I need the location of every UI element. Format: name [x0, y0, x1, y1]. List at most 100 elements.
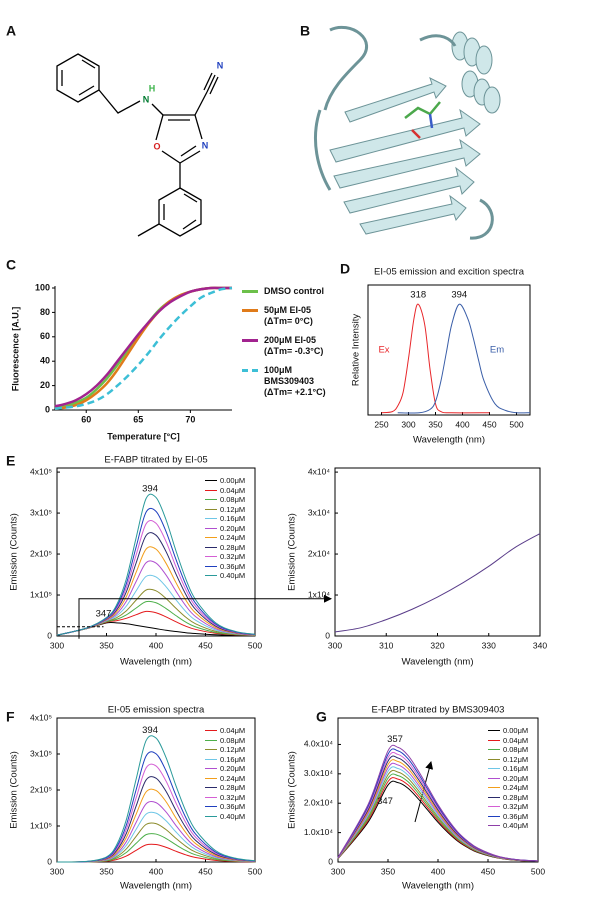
legend-item: 0.40μM — [205, 571, 245, 581]
legend-label: 0.24μM — [220, 773, 246, 783]
panel-letter: F — [6, 709, 15, 725]
legend-label: 0.36μM — [503, 811, 529, 821]
data-line — [56, 776, 256, 863]
legend-label: 0.24μM — [503, 783, 529, 792]
chart-title: EI-05 emission and excition spectra — [374, 267, 525, 278]
data-line — [56, 546, 256, 636]
legend-swatch — [205, 518, 217, 519]
chemical-structure — [56, 53, 219, 237]
data-line — [54, 286, 232, 408]
legend: 0.00μM 0.04μM 0.08μM 0.12μM 0.16μM 0.20μM 0.24… — [205, 476, 245, 581]
x-axis-label: Temperature [°C] — [107, 431, 179, 441]
protein-ribbon — [313, 25, 501, 240]
data-line — [56, 493, 256, 636]
legend-swatch — [488, 796, 500, 798]
legend-label: 0.36μM — [220, 802, 246, 811]
legend-swatch — [488, 749, 500, 750]
legend-swatch — [205, 739, 217, 741]
y-tick-label: 0 — [325, 630, 330, 640]
legend-swatch — [205, 499, 217, 500]
ligand — [404, 101, 441, 139]
legend-label: 0.08μM — [220, 735, 246, 745]
legend-label: 0.36μM — [220, 561, 246, 571]
legend-swatch — [488, 730, 500, 731]
x-tick-label: 350 — [99, 640, 113, 650]
legend-item: 0.20μM — [205, 764, 245, 774]
y-axis-label: Emission (Counts) — [287, 513, 298, 591]
legend-swatch — [205, 508, 217, 510]
atom-label: N — [217, 60, 224, 70]
legend-swatch — [205, 777, 217, 779]
y-tick-label: 0 — [47, 630, 52, 640]
panel-letter: G — [316, 709, 327, 725]
y-tick-label: 0 — [328, 856, 333, 866]
data-line — [56, 588, 256, 636]
legend-item: 0.32μM — [488, 802, 528, 812]
x-tick-label: 65 — [133, 414, 143, 424]
legend-item: 0.20μM — [205, 524, 245, 534]
legend-item: 0.24μM — [488, 783, 528, 793]
x-tick-label: 450 — [481, 866, 495, 876]
legend-label: 0.40μM — [220, 571, 246, 580]
x-tick-label: 340 — [533, 640, 547, 650]
x-axis-label: Wavelength (nm) — [120, 657, 192, 668]
series-label: Em — [490, 345, 504, 356]
legend-swatch — [242, 309, 258, 312]
legend-label: 0.20μM — [220, 764, 246, 773]
legend-swatch — [488, 739, 500, 741]
legend-swatch — [205, 730, 217, 731]
legend-item: 0.28μM — [205, 543, 245, 553]
legend-label: 0.12μM — [220, 745, 246, 754]
y-tick-label: 0 — [47, 856, 52, 866]
legend-label: 0.20μM — [503, 773, 529, 783]
legend-item: 0.32μM — [205, 793, 245, 803]
x-tick-label: 400 — [149, 866, 163, 876]
y-tick-label: 4x10⁵ — [30, 466, 52, 476]
legend-item: 0.04μM — [205, 486, 245, 496]
legend-swatch — [488, 768, 500, 769]
x-tick-label: 70 — [185, 414, 195, 424]
legend-swatch — [488, 777, 500, 779]
legend-label: 0.04μM — [503, 735, 529, 745]
peak-label: 347 — [377, 796, 393, 807]
legend: 0.04μM 0.08μM 0.12μM 0.16μM 0.20μM 0.24μM 0.28… — [205, 726, 245, 821]
x-tick-label: 350 — [99, 866, 113, 876]
legend-item: 200μM EI-05 (ΔTm= -0.3°C) — [242, 335, 326, 357]
legend-swatch — [205, 556, 217, 557]
panel-letter: B — [300, 23, 310, 39]
legend-swatch — [242, 339, 258, 342]
data-line — [397, 303, 531, 414]
y-tick-label: 0 — [45, 404, 50, 414]
x-tick-label: 300 — [328, 640, 342, 650]
legend-swatch — [205, 787, 217, 788]
legend-label: 0.28μM — [220, 783, 246, 792]
x-tick-label: 300 — [401, 419, 415, 429]
x-tick-label: 350 — [381, 866, 395, 876]
x-tick-label: 330 — [482, 640, 496, 650]
y-axis-label: Relative Intensity — [351, 314, 362, 387]
legend-label: 0.32μM — [503, 802, 529, 811]
y-tick-label: 100 — [35, 282, 50, 292]
panel-letter: E — [6, 453, 15, 469]
legend-swatch — [205, 758, 217, 760]
data-line — [54, 286, 233, 411]
legend-label: 0.40μM — [503, 821, 529, 830]
chart-title: EI-05 emission spectra — [108, 705, 205, 716]
data-line — [54, 286, 232, 411]
legend: DMSO control 50μM EI-05 (ΔTm= 0°C) 200μM E… — [242, 286, 326, 406]
legend-item: 0.32μM — [205, 552, 245, 562]
x-tick-label: 300 — [50, 866, 64, 876]
x-tick-label: 320 — [430, 640, 444, 650]
legend-label: 0.00μM — [220, 476, 246, 485]
legend-label: 0.32μM — [220, 552, 246, 561]
legend-label: 0.08μM — [220, 495, 246, 504]
legend-swatch — [488, 758, 500, 760]
x-tick-label: 450 — [198, 866, 212, 876]
legend-swatch — [242, 290, 258, 293]
legend-label: 50μM EI-05 (ΔTm= 0°C) — [264, 305, 313, 326]
legend-item: 0.00μM — [488, 726, 528, 736]
legend-swatch — [205, 768, 217, 769]
data-line — [56, 560, 256, 636]
y-axis-label: Emission (Counts) — [287, 751, 298, 829]
